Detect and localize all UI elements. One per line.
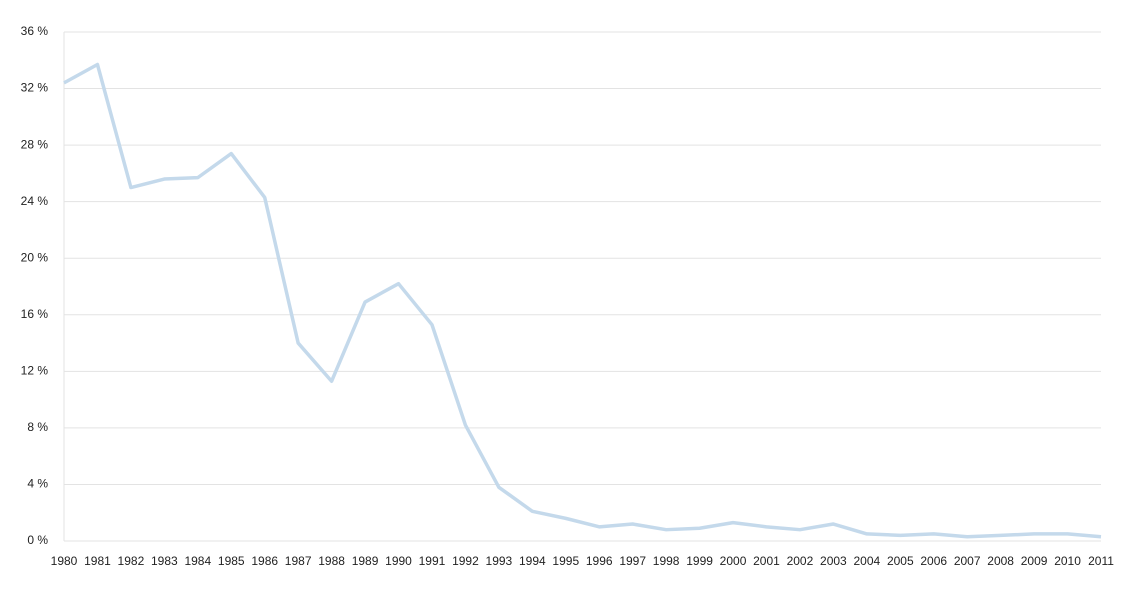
- y-tick-label: 28 %: [21, 137, 49, 151]
- x-tick-label: 1990: [385, 554, 412, 568]
- x-tick-label: 1987: [285, 554, 312, 568]
- x-tick-label: 1989: [352, 554, 379, 568]
- y-tick-label: 20 %: [21, 250, 49, 264]
- y-tick-label: 16 %: [21, 307, 49, 321]
- y-tick-label: 24 %: [21, 194, 49, 208]
- x-tick-label: 1995: [552, 554, 579, 568]
- x-tick-label: 2002: [787, 554, 814, 568]
- y-tick-label: 32 %: [21, 81, 49, 95]
- x-tick-label: 1983: [151, 554, 178, 568]
- x-tick-label: 1993: [486, 554, 513, 568]
- x-tick-label: 1996: [586, 554, 613, 568]
- x-tick-label: 2004: [853, 554, 880, 568]
- x-tick-label: 1999: [686, 554, 713, 568]
- x-tick-label: 1994: [519, 554, 546, 568]
- x-tick-label: 1981: [84, 554, 111, 568]
- y-tick-label: 12 %: [21, 364, 49, 378]
- x-tick-label: 1998: [653, 554, 680, 568]
- x-tick-label: 2006: [920, 554, 947, 568]
- x-tick-label: 2003: [820, 554, 847, 568]
- x-tick-label: 1982: [118, 554, 145, 568]
- x-tick-label: 2007: [954, 554, 981, 568]
- x-tick-label: 2009: [1021, 554, 1048, 568]
- y-tick-label: 4 %: [27, 477, 48, 491]
- y-tick-label: 36 %: [21, 24, 49, 38]
- x-tick-label: 1997: [619, 554, 646, 568]
- x-tick-label: 1985: [218, 554, 245, 568]
- x-tick-label: 2000: [720, 554, 747, 568]
- x-tick-label: 1980: [51, 554, 78, 568]
- x-tick-label: 2005: [887, 554, 914, 568]
- y-tick-label: 8 %: [27, 420, 48, 434]
- x-tick-label: 2001: [753, 554, 780, 568]
- x-tick-label: 1988: [318, 554, 345, 568]
- x-tick-label: 1992: [452, 554, 479, 568]
- data-line: [63, 62, 1102, 539]
- x-tick-label: 2011: [1088, 554, 1114, 568]
- x-tick-label: 2008: [987, 554, 1014, 568]
- x-tick-label: 1984: [184, 554, 211, 568]
- x-tick-label: 1991: [419, 554, 446, 568]
- x-tick-label: 1986: [251, 554, 278, 568]
- y-tick-label: 0 %: [27, 533, 48, 547]
- x-tick-label: 2010: [1054, 554, 1081, 568]
